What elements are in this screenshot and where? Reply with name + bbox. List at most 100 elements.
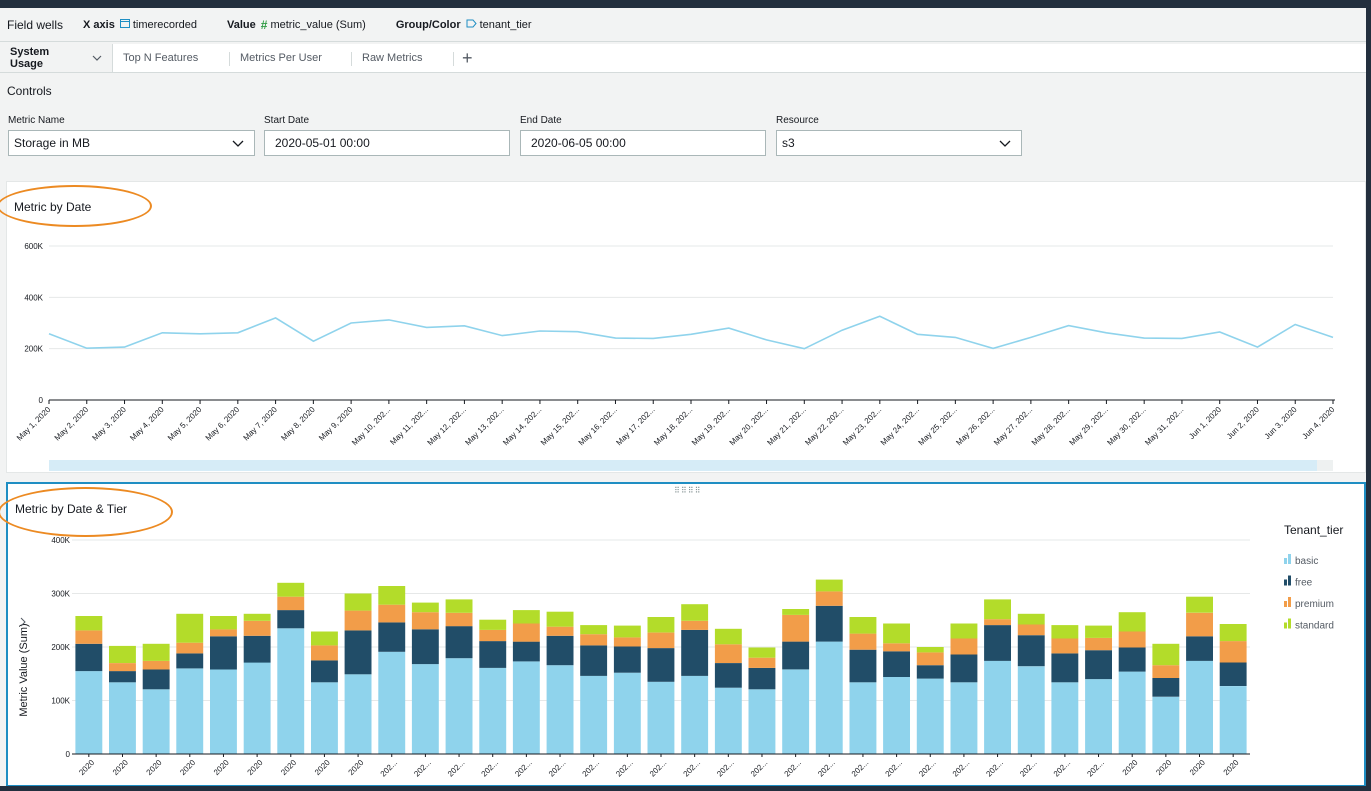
bar-segment[interactable] [782, 641, 810, 670]
tab-metrics-per-user[interactable]: Metrics Per User [230, 44, 352, 72]
bar-segment[interactable] [142, 689, 170, 754]
bar-segment[interactable] [1051, 682, 1079, 754]
bar-segment[interactable] [109, 645, 136, 663]
bar-segment[interactable] [984, 619, 1011, 626]
bar-segment[interactable] [849, 617, 877, 634]
bar-segment[interactable] [1152, 643, 1180, 666]
value-well[interactable]: Value # metric_value (Sum) [227, 18, 366, 32]
bar-segment[interactable] [714, 687, 742, 754]
bar-segment[interactable] [109, 663, 136, 672]
bar-segment[interactable] [75, 630, 103, 644]
bar-segment[interactable] [647, 648, 675, 682]
bar-segment[interactable] [75, 671, 103, 754]
bar-segment[interactable] [378, 651, 406, 754]
bar-segment[interactable] [176, 613, 204, 643]
bar-segment[interactable] [445, 626, 473, 659]
bar-segment[interactable] [411, 602, 439, 613]
start-date-input[interactable]: 2020-05-01 00:00 [264, 130, 510, 156]
bar-segment[interactable] [546, 665, 574, 754]
bar-segment[interactable] [1152, 665, 1180, 678]
bar-segment[interactable] [681, 629, 709, 676]
bar-segment[interactable] [311, 645, 338, 661]
bar-segment[interactable] [445, 658, 473, 754]
bar-segment[interactable] [681, 620, 709, 630]
bar-segment[interactable] [1085, 625, 1112, 638]
bar-segment[interactable] [580, 675, 608, 754]
bar-segment[interactable] [883, 677, 910, 754]
bar-segment[interactable] [210, 616, 237, 630]
bar-segment[interactable] [815, 605, 843, 642]
bar-segment[interactable] [714, 663, 742, 688]
bar-segment[interactable] [849, 682, 877, 754]
bar-segment[interactable] [647, 617, 675, 633]
bar-segment[interactable] [782, 669, 810, 755]
bar-segment[interactable] [782, 609, 810, 615]
bar-segment[interactable] [546, 611, 574, 627]
chevron-right-icon[interactable] [20, 617, 26, 627]
bar-segment[interactable] [75, 643, 103, 672]
bar-segment[interactable] [647, 632, 675, 649]
bar-segment[interactable] [311, 660, 338, 683]
bar-segment[interactable] [277, 628, 305, 754]
bar-segment[interactable] [1219, 624, 1247, 642]
bar-segment[interactable] [1118, 612, 1146, 632]
bar-segment[interactable] [950, 654, 978, 683]
bar-segment[interactable] [1186, 660, 1213, 754]
bar-segment[interactable] [411, 629, 439, 665]
bar-segment[interactable] [613, 637, 641, 647]
bar-segment[interactable] [1051, 653, 1079, 683]
bar-segment[interactable] [445, 612, 473, 627]
bar-segment[interactable] [883, 623, 910, 644]
bar-segment[interactable] [142, 660, 170, 670]
add-sheet-button[interactable]: + [454, 44, 481, 72]
bar-segment[interactable] [1017, 666, 1045, 754]
bar-segment[interactable] [613, 625, 641, 638]
bar-segment[interactable] [681, 604, 709, 621]
bar-segment[interactable] [714, 628, 742, 645]
stacked-bar-chart[interactable]: 0 100K 200K 300K 400K Metric Value (Sum) 2020 2… [8, 484, 1364, 785]
bar-segment[interactable] [479, 667, 507, 754]
bar-segment[interactable] [748, 667, 776, 690]
bar-segment[interactable] [479, 629, 507, 642]
group-color-field[interactable]: tenant_tier [479, 18, 532, 31]
bar-segment[interactable] [748, 657, 776, 668]
bar-segment[interactable] [748, 647, 776, 658]
bar-segment[interactable] [950, 638, 978, 655]
bar-segment[interactable] [580, 645, 608, 676]
bar-segment[interactable] [546, 626, 574, 636]
field-wells-title[interactable]: Field wells [7, 17, 64, 32]
bar-segment[interactable] [1017, 613, 1045, 625]
bar-segment[interactable] [815, 641, 843, 754]
bar-segment[interactable] [378, 622, 406, 652]
bar-segment[interactable] [243, 662, 271, 755]
bar-segment[interactable] [344, 593, 372, 611]
bar-segment[interactable] [311, 682, 338, 754]
bar-segment[interactable] [1085, 679, 1112, 754]
bar-segment[interactable] [1051, 638, 1079, 654]
bar-segment[interactable] [243, 613, 271, 621]
x-axis-well[interactable]: X axis timerecorded [83, 18, 197, 31]
bar-segment[interactable] [916, 665, 944, 679]
bar-segment[interactable] [916, 678, 944, 754]
bar-segment[interactable] [613, 672, 641, 754]
bar-segment[interactable] [512, 661, 540, 754]
bar-segment[interactable] [243, 635, 271, 663]
bar-segment[interactable] [580, 625, 608, 635]
drag-handle-icon[interactable]: ⠿⠿⠿⠿ [674, 486, 702, 495]
bar-segment[interactable] [984, 660, 1011, 754]
bar-segment[interactable] [714, 644, 742, 663]
bar-segment[interactable] [883, 643, 910, 652]
value-field[interactable]: metric_value (Sum) [270, 18, 366, 31]
bar-segment[interactable] [176, 653, 204, 669]
bar-segment[interactable] [210, 636, 237, 670]
bar-segment[interactable] [1017, 635, 1045, 667]
bar-segment[interactable] [883, 651, 910, 677]
bar-segment[interactable] [277, 582, 305, 597]
bar-segment[interactable] [445, 599, 473, 613]
bar-segment[interactable] [378, 604, 406, 623]
end-date-input[interactable]: 2020-06-05 00:00 [520, 130, 766, 156]
bar-segment[interactable] [950, 682, 978, 754]
bar-segment[interactable] [512, 623, 540, 642]
bar-segment[interactable] [243, 620, 271, 636]
bar-segment[interactable] [748, 689, 776, 754]
